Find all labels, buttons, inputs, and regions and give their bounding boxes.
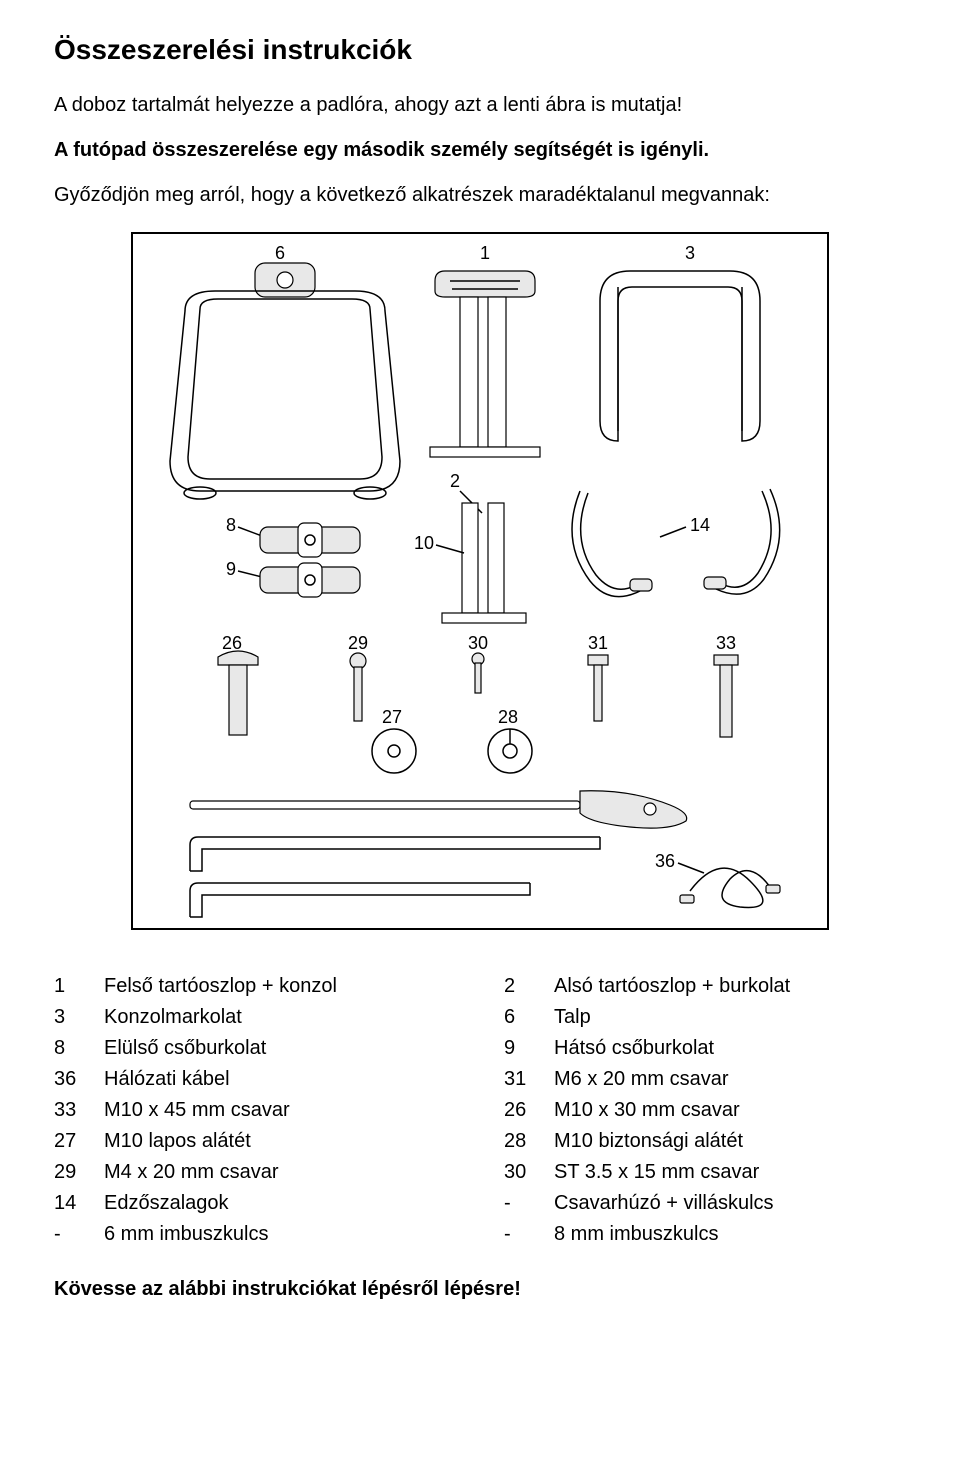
svg-text:33: 33 — [716, 633, 736, 653]
parts-row-name: Csavarhúzó + villáskulcs — [554, 1188, 906, 1219]
parts-row-name: 6 mm imbuszkulcs — [104, 1219, 456, 1250]
parts-row-number: 30 — [504, 1157, 536, 1188]
parts-row-number: 33 — [54, 1095, 86, 1126]
parts-row-name: Hátsó csőburkolat — [554, 1033, 906, 1064]
parts-row-number: - — [504, 1219, 536, 1250]
parts-row-name: M4 x 20 mm csavar — [104, 1157, 456, 1188]
parts-row-name: M10 lapos alátét — [104, 1126, 456, 1157]
svg-text:1: 1 — [480, 243, 490, 263]
intro-paragraph-2: A futópad összeszerelése egy második sze… — [54, 137, 906, 164]
parts-row-number: 36 — [54, 1064, 86, 1095]
parts-row: -6 mm imbuszkulcs — [54, 1219, 456, 1250]
parts-row: 9 Hátsó csőburkolat — [504, 1033, 906, 1064]
parts-row-number: 3 — [54, 1002, 86, 1033]
svg-text:10: 10 — [414, 533, 434, 553]
svg-text:3: 3 — [685, 243, 695, 263]
parts-row-name: M10 x 45 mm csavar — [104, 1095, 456, 1126]
parts-row: 2 Alsó tartóoszlop + burkolat — [504, 971, 906, 1002]
parts-table-left: 1 Felső tartóoszlop + konzol 3 Konzolmarkol… — [54, 971, 456, 1250]
svg-text:29: 29 — [348, 633, 368, 653]
svg-text:9: 9 — [226, 559, 236, 579]
parts-row: 31 M6 x 20 mm csavar — [504, 1064, 906, 1095]
parts-row-name: M6 x 20 mm csavar — [554, 1064, 906, 1095]
parts-row: 1 Felső tartóoszlop + konzol — [54, 971, 456, 1002]
svg-text:6: 6 — [275, 243, 285, 263]
svg-text:14: 14 — [690, 515, 710, 535]
parts-row-name: Edzőszalagok — [104, 1188, 456, 1219]
parts-row-name: 8 mm imbuszkulcs — [554, 1219, 906, 1250]
parts-row-name: Alsó tartóoszlop + burkolat — [554, 971, 906, 1002]
svg-text:28: 28 — [498, 707, 518, 727]
svg-text:31: 31 — [588, 633, 608, 653]
parts-row: 14 Edzőszalagok — [54, 1188, 456, 1219]
parts-row-name: Felső tartóoszlop + konzol — [104, 971, 456, 1002]
svg-text:26: 26 — [222, 633, 242, 653]
parts-row-number: 14 — [54, 1188, 86, 1219]
parts-row-number: 31 — [504, 1064, 536, 1095]
parts-row-number: 29 — [54, 1157, 86, 1188]
svg-text:30: 30 — [468, 633, 488, 653]
parts-row: 33 M10 x 45 mm csavar — [54, 1095, 456, 1126]
parts-row: 3 Konzolmarkolat — [54, 1002, 456, 1033]
intro-paragraph-3: Győződjön meg arról, hogy a következő al… — [54, 182, 906, 209]
parts-row-name: ST 3.5 x 15 mm csavar — [554, 1157, 906, 1188]
parts-row-number: - — [504, 1188, 536, 1219]
parts-row-number: 28 — [504, 1126, 536, 1157]
parts-row-name: Elülső csőburkolat — [104, 1033, 456, 1064]
svg-text:36: 36 — [655, 851, 675, 871]
parts-row: 6 Talp — [504, 1002, 906, 1033]
parts-row-number: 27 — [54, 1126, 86, 1157]
document-page: Összeszerelési instrukciók A doboz tarta… — [0, 0, 960, 1341]
parts-diagram: 6 1 — [130, 231, 830, 931]
parts-table-right: 2 Alsó tartóoszlop + burkolat 6 Talp 9 Hátsó … — [504, 971, 906, 1250]
svg-text:27: 27 — [382, 707, 402, 727]
parts-row: -Csavarhúzó + villáskulcs — [504, 1188, 906, 1219]
parts-table: 1 Felső tartóoszlop + konzol 3 Konzolmarkol… — [54, 971, 906, 1250]
parts-row-number: 9 — [504, 1033, 536, 1064]
parts-row: 26 M10 x 30 mm csavar — [504, 1095, 906, 1126]
parts-row: 36 Hálózati kábel — [54, 1064, 456, 1095]
parts-row: 30 ST 3.5 x 15 mm csavar — [504, 1157, 906, 1188]
svg-text:8: 8 — [226, 515, 236, 535]
intro-paragraph-1: A doboz tartalmát helyezze a padlóra, ah… — [54, 92, 906, 119]
parts-row: 28 M10 biztonsági alátét — [504, 1126, 906, 1157]
parts-row-name: Talp — [554, 1002, 906, 1033]
parts-row-name: Hálózati kábel — [104, 1064, 456, 1095]
parts-row-name: Konzolmarkolat — [104, 1002, 456, 1033]
parts-row: 8 Elülső csőburkolat — [54, 1033, 456, 1064]
svg-text:2: 2 — [450, 471, 460, 491]
page-title: Összeszerelési instrukciók — [54, 34, 906, 66]
parts-row-number: 2 — [504, 971, 536, 1002]
parts-row: 27 M10 lapos alátét — [54, 1126, 456, 1157]
parts-row-number: 8 — [54, 1033, 86, 1064]
follow-instructions: Kövesse az alábbi instrukciókat lépésről… — [54, 1278, 906, 1301]
parts-row-name: M10 x 30 mm csavar — [554, 1095, 906, 1126]
parts-diagram-container: 6 1 — [54, 231, 906, 931]
parts-row-number: 26 — [504, 1095, 536, 1126]
parts-row: 29 M4 x 20 mm csavar — [54, 1157, 456, 1188]
parts-row: -8 mm imbuszkulcs — [504, 1219, 906, 1250]
parts-row-number: 6 — [504, 1002, 536, 1033]
parts-row-number: 1 — [54, 971, 86, 1002]
parts-row-name: M10 biztonsági alátét — [554, 1126, 906, 1157]
parts-row-number: - — [54, 1219, 86, 1250]
